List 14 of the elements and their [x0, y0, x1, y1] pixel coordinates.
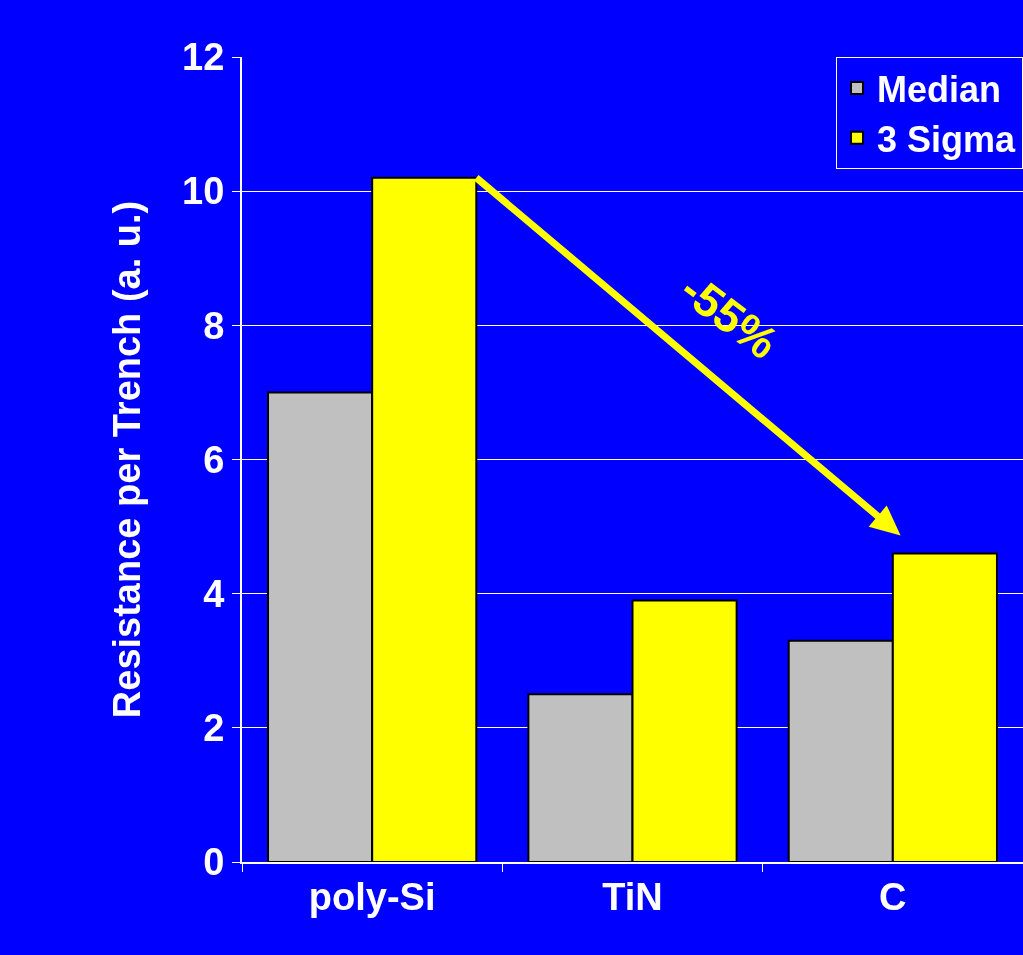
y-axis-title: Resistance per Trench (a. u.) [105, 200, 148, 719]
x-tick-label: TiN [602, 875, 663, 918]
x-tick-label: poly-Si [308, 875, 436, 918]
y-tick-label: 2 [203, 707, 225, 750]
y-tick-label: 4 [203, 572, 225, 615]
annotation: -55% [670, 262, 788, 370]
y-tick-label: 0 [203, 841, 225, 884]
y-tick-label: 10 [182, 170, 225, 213]
legend-label: Median [877, 68, 1002, 110]
x-tick-label: C [879, 875, 907, 918]
y-tick-label: 8 [203, 304, 225, 347]
legend-label: 3 Sigma [877, 118, 1017, 160]
y-tick-label: 6 [203, 438, 225, 481]
y-tick-label: 12 [182, 36, 225, 79]
